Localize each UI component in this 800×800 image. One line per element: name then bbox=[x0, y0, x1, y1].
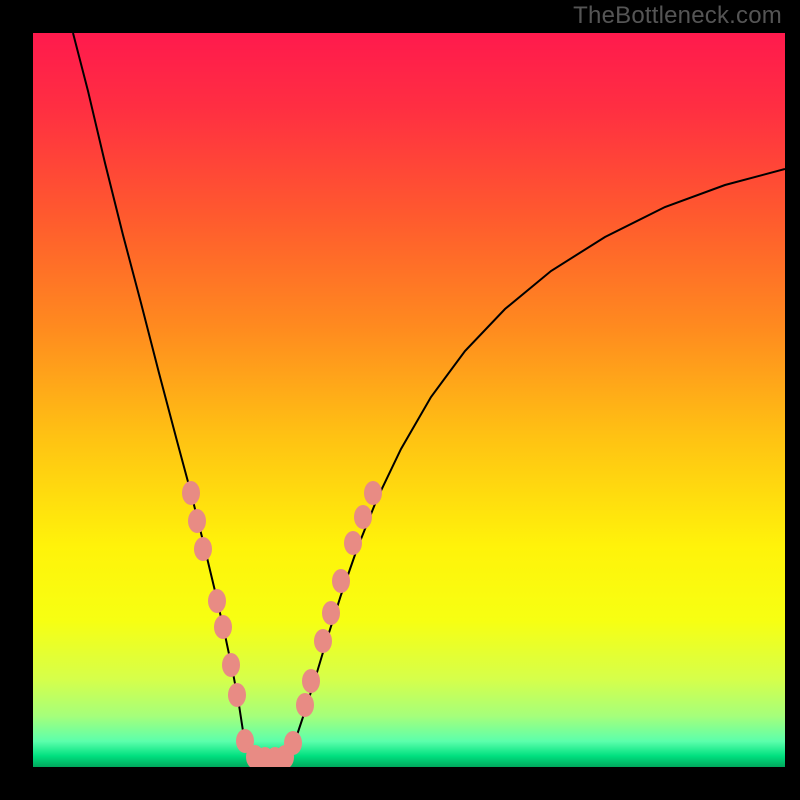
data-point bbox=[344, 531, 362, 555]
curve-layer bbox=[33, 33, 785, 767]
watermark-text: TheBottleneck.com bbox=[573, 2, 782, 30]
dots-group bbox=[182, 481, 382, 767]
data-point bbox=[314, 629, 332, 653]
data-point bbox=[222, 653, 240, 677]
data-point bbox=[194, 537, 212, 561]
data-point bbox=[364, 481, 382, 505]
data-point bbox=[332, 569, 350, 593]
data-point bbox=[208, 589, 226, 613]
data-point bbox=[354, 505, 372, 529]
data-point bbox=[302, 669, 320, 693]
data-point bbox=[214, 615, 232, 639]
plot-area bbox=[33, 33, 785, 767]
v-curve bbox=[73, 33, 785, 759]
data-point bbox=[182, 481, 200, 505]
data-point bbox=[322, 601, 340, 625]
data-point bbox=[296, 693, 314, 717]
data-point bbox=[188, 509, 206, 533]
data-point bbox=[228, 683, 246, 707]
data-point bbox=[284, 731, 302, 755]
